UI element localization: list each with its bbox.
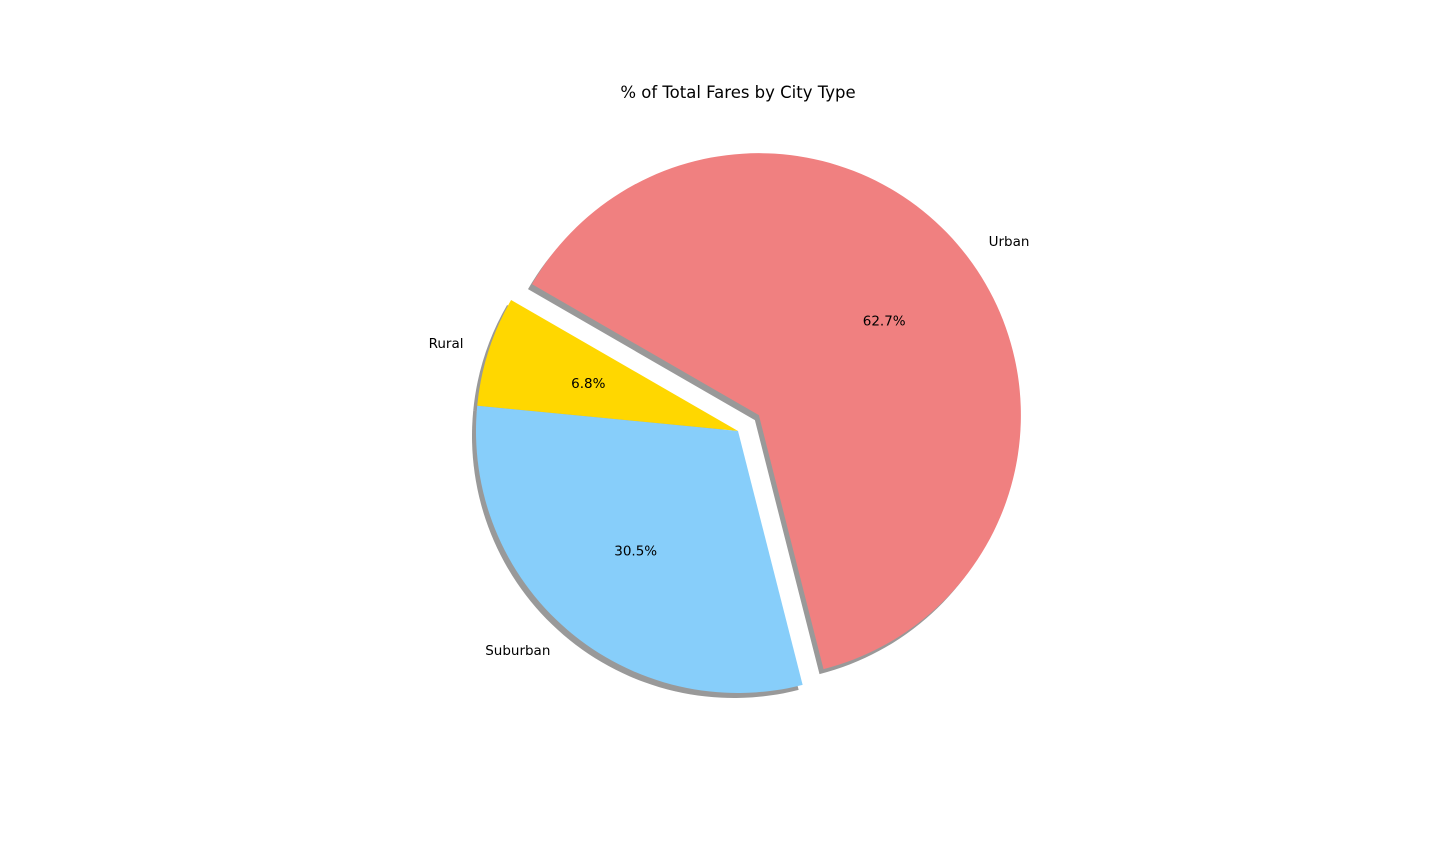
pie-slice-rural bbox=[477, 300, 738, 431]
slice-layer bbox=[475, 153, 1021, 693]
pie-slice-urban bbox=[531, 153, 1021, 670]
slice-percent-suburban: 30.5% bbox=[614, 543, 657, 559]
pie-slice-suburban bbox=[475, 405, 803, 693]
label-layer: Rural 6.8% Suburban 30.5% Urban 62.7% bbox=[429, 234, 1030, 659]
chart-title: % of Total Fares by City Type bbox=[620, 83, 855, 102]
slice-percent-rural: 6.8% bbox=[571, 376, 605, 392]
slice-label-urban: Urban bbox=[989, 234, 1030, 250]
slice-percent-urban: 62.7% bbox=[863, 313, 906, 329]
slice-label-rural: Rural bbox=[429, 336, 464, 352]
slice-label-suburban: Suburban bbox=[485, 643, 550, 659]
